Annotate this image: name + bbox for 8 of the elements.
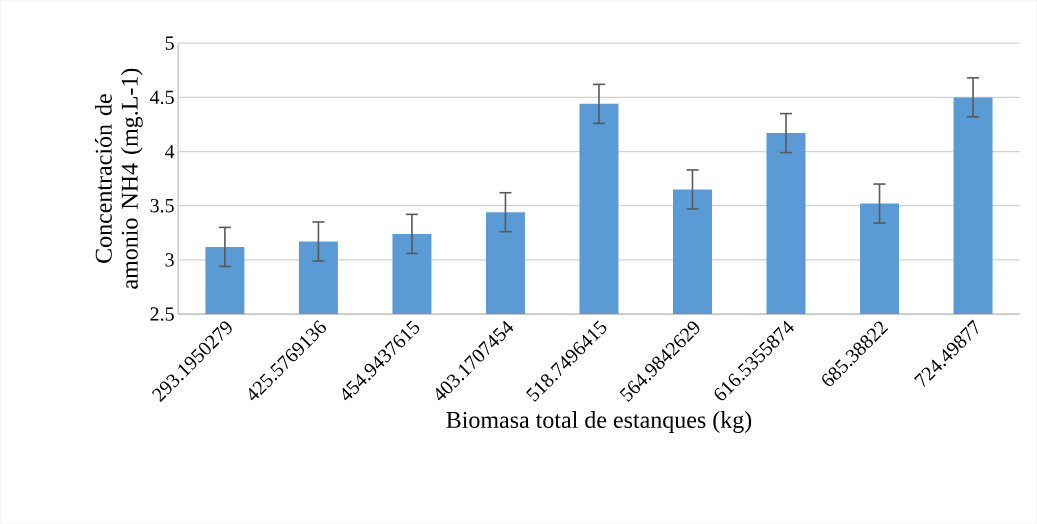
y-tick-label: 3.5 xyxy=(150,198,174,213)
y-tick-label: 3 xyxy=(165,253,174,267)
y-axis-title: Concentración de amonio NH4 (mg.L-1) xyxy=(94,68,143,289)
y-tick-label: 4 xyxy=(165,144,175,159)
y-tick-label: 5 xyxy=(165,36,174,50)
y-tick-label: 2.5 xyxy=(150,307,174,321)
x-axis-title: Biomasa total de estanques (kg) xyxy=(446,411,752,433)
y-tick-label: 4.5 xyxy=(150,90,174,104)
